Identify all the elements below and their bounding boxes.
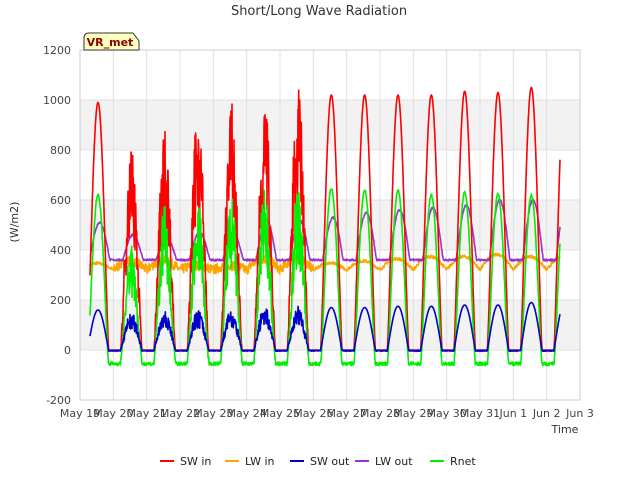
legend-label: LW in	[245, 455, 275, 468]
y-tick-label: 1000	[43, 94, 71, 107]
series-line-sw-out	[89, 301, 561, 353]
x-tick-label: May 26	[293, 407, 333, 420]
legend-item-sw-out: SW out	[290, 455, 350, 468]
station-badge: VR_met	[83, 32, 140, 51]
legend-label: LW out	[375, 455, 413, 468]
chart-title: Short/Long Wave Radiation	[231, 4, 407, 19]
legend-label: SW in	[180, 455, 211, 468]
y-tick-label: 200	[50, 294, 71, 307]
series-layer	[89, 86, 561, 367]
x-tick-label: May 27	[327, 407, 367, 420]
x-tick-label: May 28	[360, 407, 400, 420]
x-tick-label: May 19	[60, 407, 100, 420]
y-tick-labels: -200 0 200 400 600 800 1000 1200	[43, 44, 71, 407]
x-tick-label: May 29	[393, 407, 433, 420]
y-tick-label: 1200	[43, 44, 71, 57]
y-tick-label: -200	[46, 394, 71, 407]
legend-item-lw-out: LW out	[355, 455, 413, 468]
x-tick-label: May 22	[160, 407, 200, 420]
x-tick-label: May 30	[427, 407, 467, 420]
series-line-rnet	[89, 188, 561, 367]
y-tick-label: 400	[50, 244, 71, 257]
y-axis-label: (W/m2)	[8, 202, 21, 243]
x-tick-label: May 21	[127, 407, 167, 420]
x-axis-label: Time	[551, 423, 579, 436]
x-tick-label: May 20	[93, 407, 133, 420]
legend: SW in LW in SW out LW out Rnet	[160, 455, 476, 468]
y-tick-label: 0	[64, 344, 71, 357]
x-tick-label: Jun 1	[498, 407, 527, 420]
legend-label: Rnet	[450, 455, 476, 468]
legend-item-sw-in: SW in	[160, 455, 211, 468]
plot-frame	[79, 49, 581, 401]
legend-item-rnet: Rnet	[430, 455, 476, 468]
legend-label: SW out	[310, 455, 350, 468]
y-tick-label: 600	[50, 194, 71, 207]
x-tick-label: May 23	[193, 407, 233, 420]
station-badge-label: VR_met	[87, 36, 134, 49]
x-tick-label: Jun 2	[532, 407, 561, 420]
legend-item-lw-in: LW in	[225, 455, 275, 468]
y-tick-label: 800	[50, 144, 71, 157]
x-tick-label: May 31	[460, 407, 500, 420]
x-tick-label: May 25	[260, 407, 300, 420]
x-tick-label: May 24	[227, 407, 267, 420]
station-badge-box	[83, 32, 140, 51]
x-tick-label: Jun 3	[565, 407, 594, 420]
